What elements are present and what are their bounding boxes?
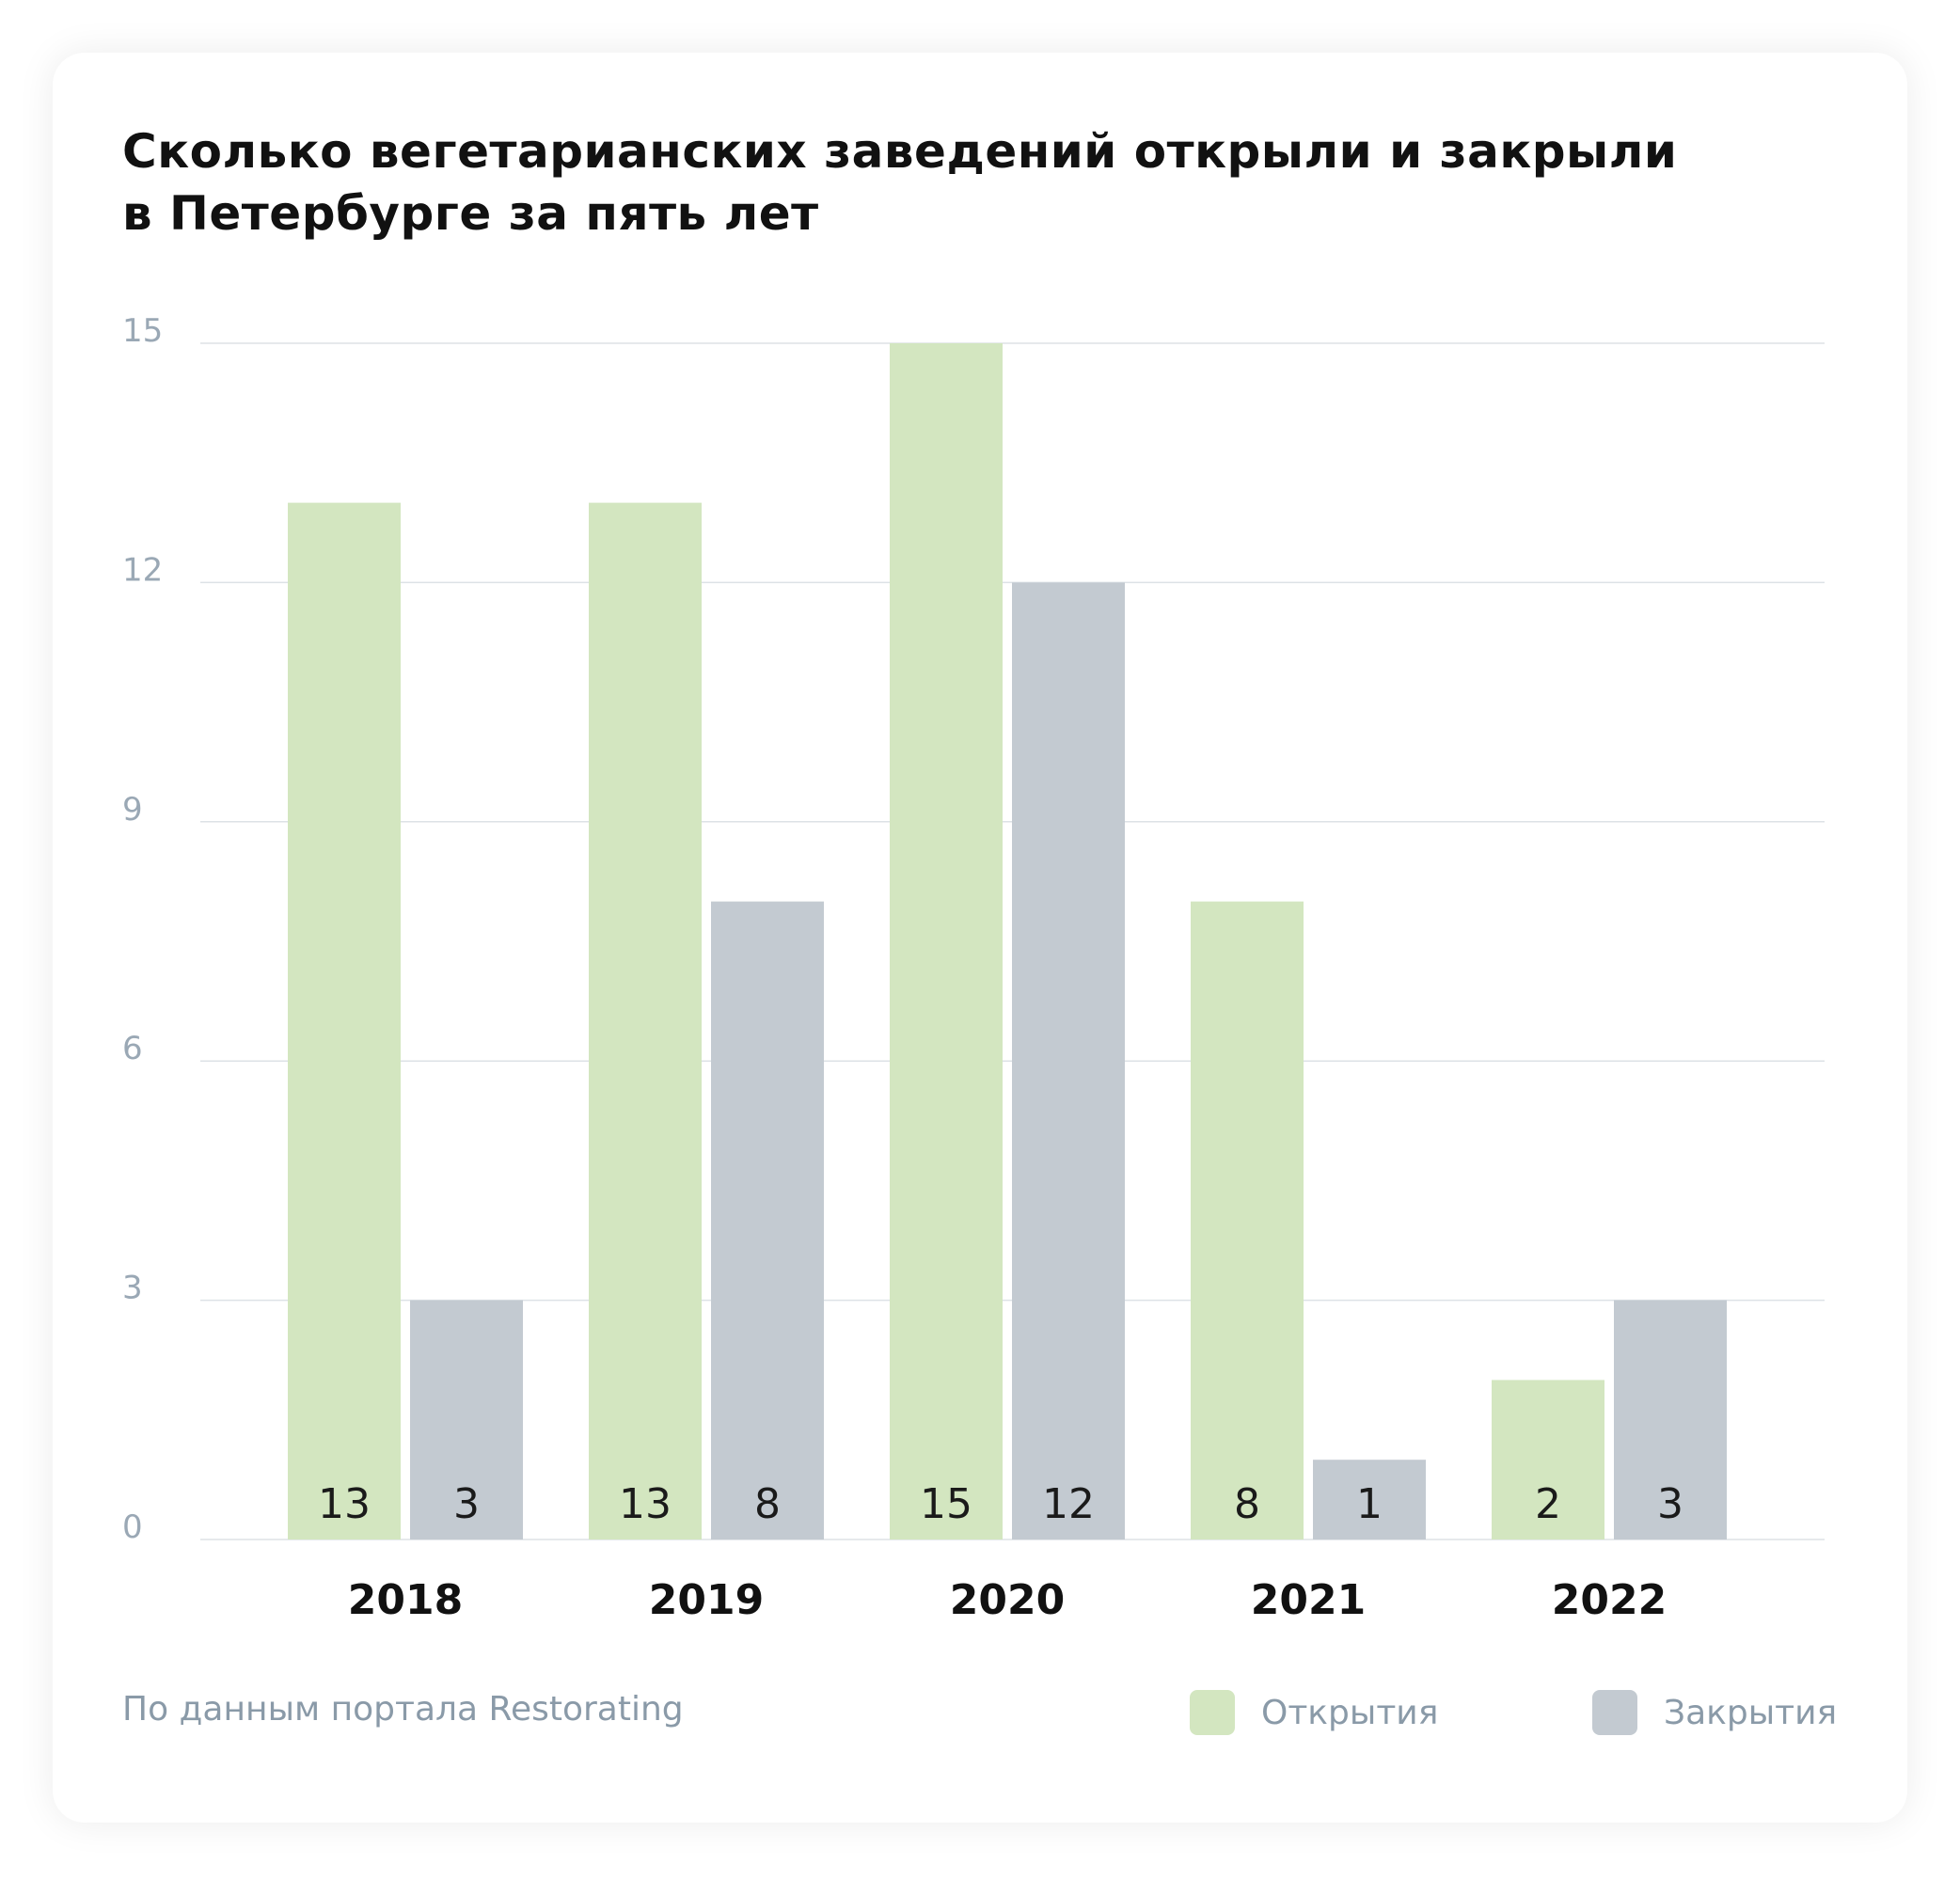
bar-openings [890,343,1003,1540]
title-line-2: в Петербурге за пять лет [122,186,819,241]
legend-swatch-openings [1190,1690,1235,1735]
y-tick-label: 6 [122,1030,143,1067]
bar-value-label: 8 [754,1480,781,1528]
bar-closings [1313,1460,1426,1540]
bar-closings [1614,1300,1727,1540]
legend-label-openings: Открытия [1261,1693,1439,1732]
bar-openings [1492,1380,1604,1540]
bar-value-label: 15 [920,1480,972,1528]
y-tick-label: 3 [122,1270,143,1307]
y-tick-label: 15 [122,312,163,350]
bar-value-label: 3 [453,1480,480,1528]
x-tick-label: 2018 [348,1576,463,1624]
legend-label-closings: Закрытия [1664,1693,1838,1732]
legend-item-closings: Закрытия [1592,1690,1837,1735]
title-line-1: Сколько вегетарианских заведений открыли… [122,124,1678,179]
x-tick-label: 2019 [649,1576,764,1624]
legend-swatch-closings [1592,1690,1637,1735]
bar-closings [410,1300,523,1540]
chart-title: Сколько вегетарианских заведений открыли… [122,120,1815,245]
bar-openings [589,502,702,1540]
bar-value-label: 13 [318,1480,371,1528]
bar-openings [1191,901,1304,1540]
bar-value-label: 8 [1234,1480,1260,1528]
bar-value-label: 2 [1535,1480,1561,1528]
bar-closings [711,901,824,1540]
legend-item-openings: Открытия [1190,1690,1438,1735]
x-tick-label: 2021 [1251,1576,1366,1624]
x-tick-label: 2020 [950,1576,1065,1624]
y-tick-label: 12 [122,551,163,589]
y-tick-label: 0 [122,1508,143,1546]
bar-value-label: 3 [1657,1480,1683,1528]
y-tick-label: 9 [122,791,143,829]
bar-value-label: 13 [619,1480,672,1528]
bar-closings [1012,582,1125,1540]
x-tick-label: 2022 [1552,1576,1667,1624]
bar-value-label: 12 [1042,1480,1095,1528]
bar-value-label: 1 [1356,1480,1383,1528]
bar-openings [288,502,401,1540]
source-note: По данным портала Restorating [122,1690,684,1729]
